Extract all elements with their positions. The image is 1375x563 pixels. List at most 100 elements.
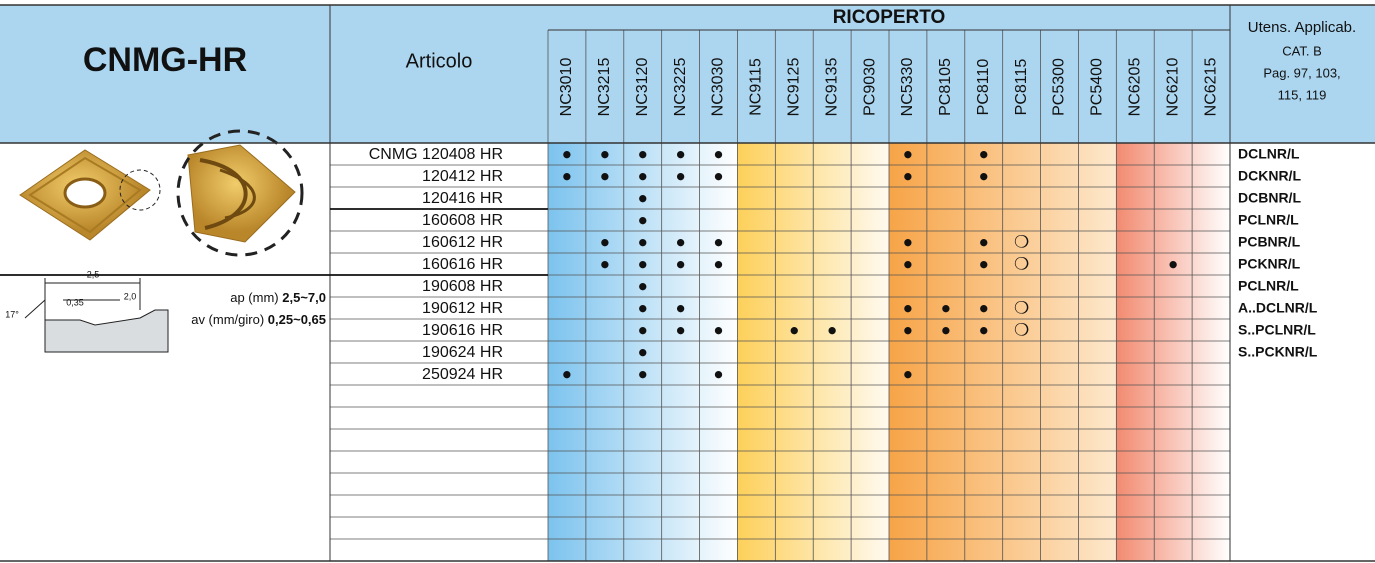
availability-mark: ●	[979, 320, 989, 339]
grade-name: NC9125	[785, 58, 802, 117]
availability-mark: ●	[713, 364, 723, 383]
article: 120412 HR	[422, 168, 503, 185]
grade-name: PC8105	[937, 58, 954, 116]
availability-mark: ●	[675, 232, 685, 251]
grade-name: NC6210	[1164, 58, 1181, 117]
availability-mark: ●	[979, 254, 989, 273]
article: 190616 HR	[422, 322, 503, 339]
availability-mark: ●	[562, 364, 572, 383]
grade-name: NC3120	[634, 58, 651, 117]
av-value: 0,25~0,65	[268, 312, 326, 327]
grade-name: NC5330	[899, 58, 916, 117]
article: 190612 HR	[422, 300, 503, 317]
availability-mark: ●	[600, 254, 610, 273]
tools-header: Utens. Applicab.	[1248, 19, 1356, 36]
grade-name: NC3225	[672, 58, 689, 117]
availability-mark: ●	[638, 320, 648, 339]
availability-mark: ●	[903, 298, 913, 317]
availability-mark: ●	[903, 166, 913, 185]
article: 120416 HR	[422, 190, 503, 207]
availability-mark: ●	[675, 166, 685, 185]
availability-mark: ●	[979, 298, 989, 317]
availability-mark: ●	[675, 144, 685, 163]
availability-mark: ●	[675, 320, 685, 339]
availability-mark: ●	[713, 320, 723, 339]
availability-mark: ●	[979, 166, 989, 185]
ap-range: ap (mm) 2,5~7,0	[230, 290, 326, 305]
dimension: 0,35	[66, 297, 84, 307]
grade-name: NC3030	[710, 58, 727, 117]
availability-mark: ●	[638, 232, 648, 251]
tool-holder: DCBNR/L	[1238, 190, 1301, 206]
insert-detail	[176, 129, 304, 257]
grid: NC3010 NC3215 NC3120 NC3225 NC3030 NC9115 NC91…	[0, 4, 1375, 562]
grade-name: NC6215	[1202, 58, 1219, 117]
availability-mark: ●	[600, 144, 610, 163]
availability-mark: ●	[675, 298, 685, 317]
availability-mark: ●	[713, 232, 723, 251]
availability-mark: ●	[638, 254, 648, 273]
availability-mark: ❍	[1014, 298, 1029, 317]
availability-mark: ●	[638, 276, 648, 295]
article: CNMG 120408 HR	[369, 146, 503, 163]
availability-mark: ●	[638, 364, 648, 383]
grade-name: NC9135	[823, 58, 840, 117]
tools-ref: Pag. 97, 103,	[1263, 65, 1340, 80]
availability-mark: ●	[600, 166, 610, 185]
dimension: 2,0	[124, 291, 137, 301]
tools-ref: 115, 119	[1278, 87, 1327, 102]
tool-holder: PCLNR/L	[1238, 212, 1299, 228]
tool-holder: S..PCLNR/L	[1238, 322, 1316, 338]
article: 250924 HR	[422, 366, 503, 383]
availability-mark: ●	[1168, 254, 1178, 273]
tool-holder: PCBNR/L	[1238, 234, 1301, 250]
column-group-bg	[1116, 143, 1230, 561]
availability-mark: ●	[713, 144, 723, 163]
article: 160616 HR	[422, 256, 503, 273]
availability-mark: ●	[638, 144, 648, 163]
availability-mark: ●	[941, 320, 951, 339]
tool-holder: S..PCKNR/L	[1238, 344, 1318, 360]
availability-mark: ●	[903, 144, 913, 163]
article: 190608 HR	[422, 278, 503, 295]
grade-name: PC9030	[861, 58, 878, 116]
article: 160612 HR	[422, 234, 503, 251]
tool-holder: A..DCLNR/L	[1238, 300, 1318, 316]
availability-mark: ●	[713, 254, 723, 273]
availability-mark: ●	[600, 232, 610, 251]
grade-name: NC6205	[1126, 58, 1143, 117]
availability-mark: ●	[713, 166, 723, 185]
availability-mark: ●	[562, 144, 572, 163]
availability-mark: ❍	[1014, 254, 1029, 273]
tool-holder: PCLNR/L	[1238, 278, 1299, 294]
grade-name: NC3010	[558, 58, 575, 117]
availability-mark: ●	[903, 232, 913, 251]
grade-name: PC8110	[975, 59, 992, 116]
tool-holder: DCLNR/L	[1238, 146, 1300, 162]
ap-label: ap (mm)	[230, 290, 278, 305]
av-label: av (mm/giro)	[191, 312, 264, 327]
availability-mark: ●	[903, 254, 913, 273]
availability-mark: ●	[827, 320, 837, 339]
grade-name: PC8115	[1013, 59, 1030, 116]
grade-name: PC5400	[1089, 58, 1106, 116]
title: CNMG-HR	[83, 41, 247, 79]
ap-value: 2,5~7,0	[282, 290, 326, 305]
availability-mark: ❍	[1014, 232, 1029, 251]
av-range: av (mm/giro) 0,25~0,65	[191, 312, 326, 327]
header-bg	[0, 5, 1375, 143]
availability-mark: ●	[979, 144, 989, 163]
tool-holder: DCKNR/L	[1238, 168, 1301, 184]
grade-name: NC3215	[596, 58, 613, 117]
article: 190624 HR	[422, 344, 503, 361]
availability-mark: ●	[675, 254, 685, 273]
availability-mark: ●	[903, 320, 913, 339]
availability-mark: ●	[638, 298, 648, 317]
dimension: 17°	[5, 309, 19, 319]
grade-name: PC5300	[1051, 58, 1068, 116]
availability-mark: ●	[638, 210, 648, 229]
availability-mark: ●	[562, 166, 572, 185]
article: 160608 HR	[422, 212, 503, 229]
insert-image	[19, 149, 161, 241]
